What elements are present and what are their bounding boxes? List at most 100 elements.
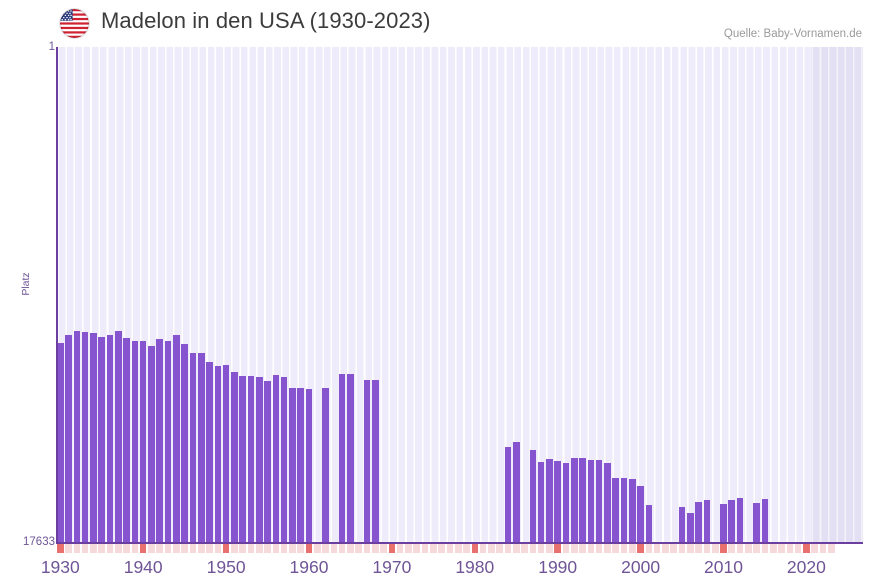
bars-layer [57, 47, 863, 543]
bar[interactable] [164, 340, 172, 543]
x-axis-tick-label: 2000 [621, 557, 661, 577]
x-axis-tick-label: 1990 [538, 557, 578, 577]
bar[interactable] [645, 504, 653, 543]
x-axis-tick [521, 544, 528, 553]
bar[interactable] [106, 334, 114, 543]
bar[interactable] [629, 478, 636, 543]
bar[interactable] [255, 377, 263, 543]
bar[interactable] [338, 374, 346, 543]
bar[interactable] [720, 503, 727, 543]
x-axis-tick [396, 544, 404, 553]
x-axis-tick [479, 544, 487, 553]
bar[interactable] [247, 376, 255, 543]
bar[interactable] [504, 446, 512, 543]
bar[interactable] [173, 335, 180, 543]
x-axis-tick-label: 1950 [206, 557, 246, 577]
bar[interactable] [297, 387, 304, 543]
bar[interactable] [753, 503, 760, 543]
x-axis-line [56, 542, 863, 544]
x-axis-tick-labels: 1930 1940 1950 1960 1970 1980 1990 2000 2010 2020 [0, 557, 873, 583]
bar[interactable] [305, 388, 313, 543]
x-axis-tick [280, 544, 288, 553]
x-axis-tick-label: 2020 [786, 557, 826, 577]
bar[interactable] [139, 341, 147, 543]
x-axis-tick [504, 544, 512, 553]
bar[interactable] [612, 477, 620, 543]
bar[interactable] [322, 388, 329, 543]
bar[interactable] [595, 460, 603, 543]
x-axis-tick-label: 1960 [289, 557, 329, 577]
bar[interactable] [363, 380, 371, 543]
bar[interactable] [678, 506, 686, 543]
bar[interactable] [703, 499, 711, 543]
bar[interactable] [289, 388, 296, 543]
x-axis-tick [322, 544, 329, 553]
bar[interactable] [206, 361, 213, 543]
bar[interactable] [197, 353, 205, 543]
x-axis-tick [330, 544, 338, 553]
x-axis-tick [206, 544, 213, 553]
bar[interactable] [604, 462, 611, 543]
bar[interactable] [347, 373, 354, 543]
bar[interactable] [189, 353, 197, 543]
x-axis-tick [496, 544, 503, 553]
bar[interactable] [554, 461, 561, 543]
bar[interactable] [695, 502, 702, 543]
x-axis-tick [778, 544, 785, 553]
bar[interactable] [637, 485, 644, 543]
bar[interactable] [736, 498, 744, 543]
bar[interactable] [231, 371, 238, 543]
bar[interactable] [562, 463, 570, 543]
bar[interactable] [587, 460, 595, 543]
y-axis-line [56, 47, 58, 543]
plot-area [57, 47, 863, 543]
x-axis-tick [214, 544, 222, 553]
bar[interactable] [280, 377, 288, 543]
x-axis-tick [222, 544, 230, 553]
x-axis-tick [786, 544, 794, 553]
bar[interactable] [73, 330, 81, 543]
x-axis-tick [197, 544, 205, 553]
x-axis-tick [247, 544, 255, 553]
x-axis-tick [181, 544, 188, 553]
bar[interactable] [239, 376, 246, 543]
bar[interactable] [156, 338, 164, 543]
bar[interactable] [579, 458, 586, 543]
source-attribution: Quelle: Baby-Vornamen.de [723, 28, 862, 40]
bar[interactable] [90, 332, 97, 543]
bar[interactable] [65, 334, 72, 543]
bar[interactable] [272, 375, 280, 543]
bar[interactable] [537, 462, 545, 543]
bar[interactable] [529, 449, 537, 543]
bar[interactable] [512, 441, 520, 543]
bar[interactable] [123, 338, 130, 543]
bar[interactable] [222, 364, 230, 543]
bar[interactable] [214, 366, 222, 543]
bar[interactable] [620, 478, 628, 543]
x-axis-tick [703, 544, 711, 553]
bar[interactable] [131, 341, 139, 543]
bar[interactable] [148, 345, 155, 543]
x-axis-tick [363, 544, 371, 553]
bar[interactable] [761, 498, 769, 543]
bar[interactable] [570, 458, 578, 543]
x-axis-tick [695, 544, 702, 553]
bar[interactable] [728, 499, 736, 543]
bar[interactable] [687, 512, 694, 543]
x-axis-tick [612, 544, 620, 553]
bar[interactable] [81, 331, 89, 543]
chart-header: Madelon in den USA (1930-2023) Quelle: B… [0, 0, 873, 46]
bar[interactable] [264, 380, 271, 543]
x-axis-tick [421, 544, 429, 553]
x-axis-tick [554, 544, 561, 553]
x-axis-tick [98, 544, 106, 553]
bar[interactable] [372, 379, 379, 543]
bar[interactable] [57, 343, 64, 543]
x-axis-tick [115, 544, 122, 553]
bar[interactable] [181, 343, 188, 543]
x-axis-tick [537, 544, 545, 553]
bar[interactable] [115, 331, 122, 543]
bar[interactable] [546, 459, 553, 543]
x-axis-tick [413, 544, 421, 553]
bar[interactable] [98, 336, 106, 543]
